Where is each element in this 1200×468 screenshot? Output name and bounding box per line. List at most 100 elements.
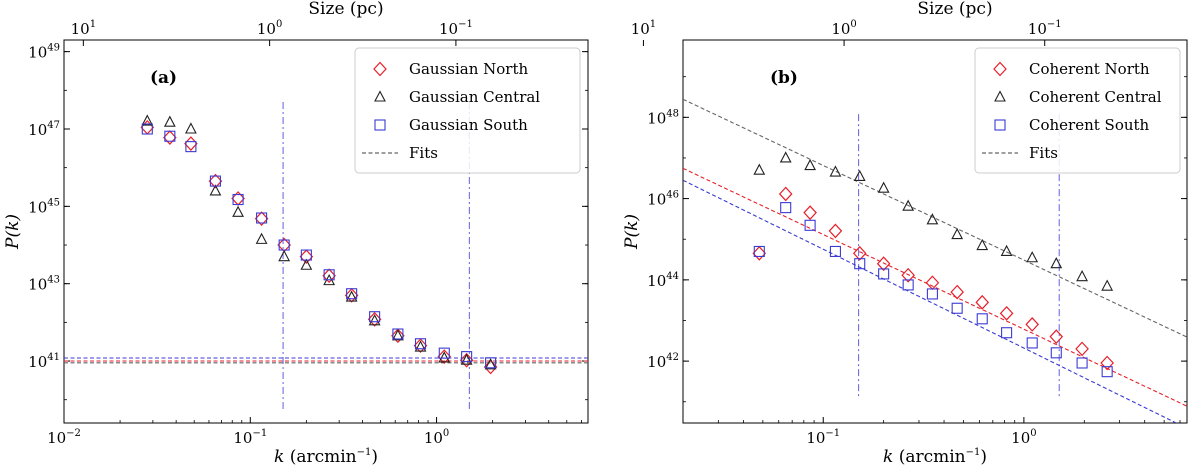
top-tick-label: 10−1 xyxy=(1028,19,1062,38)
data-point xyxy=(1026,251,1039,263)
data-point xyxy=(804,158,817,171)
data-point xyxy=(368,314,381,326)
data-point xyxy=(461,351,473,363)
data-point xyxy=(804,219,816,231)
data-point xyxy=(1050,347,1062,359)
x-axis-label: k (arcmin−1) xyxy=(274,447,378,467)
data-point xyxy=(459,352,474,368)
data-point xyxy=(1100,355,1114,371)
data-point xyxy=(829,245,841,258)
data-point xyxy=(163,115,176,127)
data-point xyxy=(876,256,891,272)
data-point xyxy=(141,123,153,135)
data-point xyxy=(1000,244,1013,257)
data-point xyxy=(391,328,405,344)
data-point xyxy=(1101,279,1114,291)
data-point xyxy=(1050,257,1063,269)
legend-marker xyxy=(374,119,386,131)
data-point xyxy=(976,238,989,251)
series-coherent-south xyxy=(753,202,1113,378)
plot-frame xyxy=(682,39,1188,424)
data-point xyxy=(999,305,1014,321)
data-point xyxy=(184,122,197,134)
data-point xyxy=(951,302,963,314)
data-point xyxy=(413,338,428,354)
data-point xyxy=(231,191,245,206)
data-point xyxy=(901,267,915,283)
legend: Gaussian North Gaussian Central Gaussian S… xyxy=(354,47,581,174)
data-point xyxy=(753,245,765,258)
data-point xyxy=(829,165,842,177)
y-tick-label: 1041 xyxy=(28,352,60,371)
data-point xyxy=(141,114,154,126)
data-point xyxy=(779,151,792,163)
data-point xyxy=(278,249,291,262)
x-tick-label: 10−1 xyxy=(806,428,840,447)
y-tick-label: 1047 xyxy=(28,120,60,139)
data-point xyxy=(828,223,843,239)
series-coherent-central xyxy=(753,151,1114,291)
data-point xyxy=(185,141,197,153)
data-point xyxy=(254,211,269,227)
data-point xyxy=(483,359,498,375)
data-point xyxy=(951,227,964,240)
data-point xyxy=(926,213,939,225)
data-point xyxy=(485,357,497,369)
data-point xyxy=(852,245,867,261)
data-point xyxy=(950,284,964,300)
data-point xyxy=(391,329,404,341)
top-tick-label: 101 xyxy=(71,19,96,38)
series-gaussian-south xyxy=(141,123,497,369)
data-point xyxy=(437,349,452,365)
data-point xyxy=(255,232,268,244)
data-point xyxy=(1001,327,1013,339)
data-point xyxy=(976,313,988,325)
top-axis-label: Size (pc) xyxy=(917,0,992,19)
data-point xyxy=(345,290,358,302)
data-point xyxy=(925,275,940,291)
panel-a: 10−2 10−1 100 1041 1043 1045 1047 1049 101 100 10−… xyxy=(3,0,589,467)
legend-marker xyxy=(994,90,1006,102)
y-tick-label: 1045 xyxy=(28,197,60,216)
data-point xyxy=(753,163,766,175)
legend-label: Fits xyxy=(1029,144,1058,162)
top-tick-label: 100 xyxy=(831,19,856,38)
plot-area xyxy=(64,101,588,412)
data-point xyxy=(438,347,450,359)
data-point xyxy=(1076,269,1088,282)
data-point xyxy=(369,311,381,323)
y-tick-label: 1048 xyxy=(647,108,679,127)
panel-label: (a) xyxy=(150,68,177,88)
legend-marker xyxy=(993,61,1007,77)
legend-marker xyxy=(994,119,1006,131)
data-point xyxy=(438,351,451,363)
data-point xyxy=(299,249,314,265)
data-point xyxy=(344,287,359,303)
data-point xyxy=(926,288,938,300)
data-point xyxy=(1049,329,1064,345)
y-tick-label: 1046 xyxy=(647,190,679,209)
legend-label: Fits xyxy=(409,144,438,162)
data-point xyxy=(975,294,990,310)
fit-line xyxy=(683,179,1178,423)
data-point xyxy=(323,269,335,281)
data-point xyxy=(902,279,914,291)
legend-box xyxy=(974,47,1181,174)
data-point xyxy=(322,268,336,284)
data-point xyxy=(780,202,792,214)
top-tick-label: 101 xyxy=(631,19,656,38)
data-point xyxy=(163,130,177,145)
data-point xyxy=(902,199,915,211)
panel-b: 10−1 100 1042 1044 1046 1048 101 100 10−1 k (arcm… xyxy=(622,0,1188,467)
data-point xyxy=(752,245,767,261)
data-point xyxy=(484,358,497,370)
data-point xyxy=(1076,357,1088,369)
legend-marker xyxy=(373,61,387,77)
legend-label: Gaussian North xyxy=(409,60,529,78)
panel-label: (b) xyxy=(770,68,798,88)
data-point xyxy=(209,175,221,187)
legend-marker xyxy=(374,90,386,102)
data-point xyxy=(1075,341,1089,357)
data-point xyxy=(256,212,268,224)
